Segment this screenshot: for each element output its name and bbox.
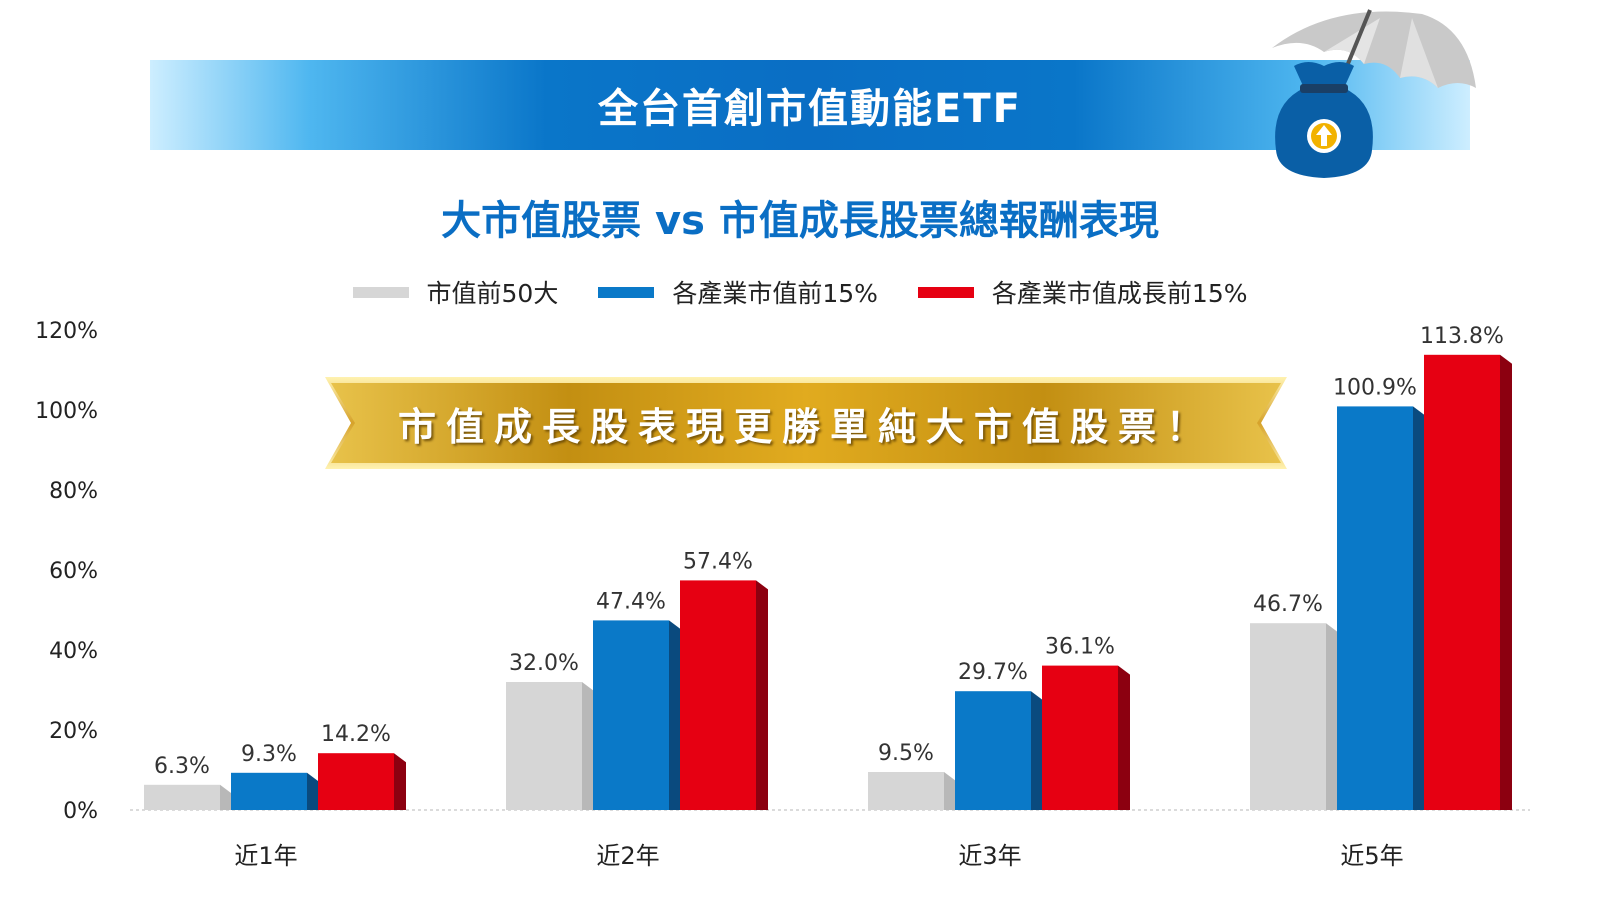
banner-title: 全台首創市值動能ETF <box>598 86 1022 132</box>
legend-label-growth-top15: 各產業市值成長前15% <box>991 279 1248 308</box>
bar <box>680 580 756 810</box>
bar-side <box>1118 665 1130 810</box>
money-bag-umbrella-icon <box>1262 4 1486 192</box>
bar <box>1250 623 1326 810</box>
bar <box>1424 354 1500 810</box>
legend-item-top50: 市值前50大 <box>352 274 559 310</box>
bar-side <box>944 772 956 810</box>
bar-side <box>669 620 681 810</box>
data-label: 9.5% <box>878 741 934 766</box>
legend-item-industry-top15: 各產業市值前15% <box>598 274 878 310</box>
x-tick-label: 近1年 <box>234 842 297 870</box>
bar-side <box>1031 691 1043 810</box>
bar <box>506 682 582 810</box>
legend-item-growth-top15: 各產業市值成長前15% <box>917 274 1248 310</box>
bar <box>144 784 220 810</box>
y-tick-label: 80% <box>49 479 98 504</box>
data-label: 14.2% <box>321 722 391 747</box>
data-label: 29.7% <box>958 660 1028 685</box>
bar-side <box>582 682 594 810</box>
bar <box>868 772 944 810</box>
legend-swatch-top50 <box>352 286 409 298</box>
data-label: 9.3% <box>241 742 297 767</box>
bar-side <box>1413 406 1425 810</box>
legend-label-top50: 市值前50大 <box>426 279 559 308</box>
data-label: 57.4% <box>683 549 753 574</box>
data-label: 46.7% <box>1253 592 1323 617</box>
gold-headline-banner <box>325 377 1287 469</box>
headline-text: 市值成長股表現更勝單純大市值股票！ <box>397 404 1214 449</box>
bar-group <box>144 354 1512 810</box>
bar-side <box>307 772 319 810</box>
data-label: 113.8% <box>1420 324 1504 349</box>
bar <box>955 691 1031 810</box>
legend-swatch-growth-top15 <box>917 286 974 298</box>
y-tick-label: 60% <box>49 559 98 584</box>
bar-side <box>394 753 406 810</box>
chart-legend: 市值前50大 各產業市值前15% 各產業市值成長前15% <box>0 272 1600 312</box>
x-tick-label: 近2年 <box>596 842 659 870</box>
data-label: 36.1% <box>1045 635 1115 660</box>
x-tick-label: 近5年 <box>1340 842 1403 870</box>
bar-side <box>220 784 232 810</box>
y-tick-label: 100% <box>35 399 98 424</box>
x-tick-label: 近3年 <box>958 842 1021 870</box>
bar-side <box>756 580 768 810</box>
y-tick-label: 0% <box>63 799 98 824</box>
bar <box>1042 665 1118 810</box>
data-label: 6.3% <box>154 754 210 779</box>
data-label-group: 6.3% 9.3% 14.2% 32.0% 47.4% 57.4% 9.5% 29.7% 36.… <box>154 324 1504 779</box>
x-axis: 近1年 近2年 近3年 近5年 <box>234 842 1403 870</box>
bar-side <box>1500 354 1512 810</box>
data-label: 100.9% <box>1333 375 1417 400</box>
bar <box>1337 406 1413 810</box>
legend-swatch-industry-top15 <box>598 286 655 298</box>
data-label: 47.4% <box>596 589 666 614</box>
bar <box>318 753 394 810</box>
legend-label-industry-top15: 各產業市值前15% <box>672 279 878 308</box>
bar <box>231 772 307 810</box>
bar <box>593 620 669 810</box>
bar-side <box>1326 623 1338 810</box>
y-tick-label: 40% <box>49 639 98 664</box>
y-axis: 0% 20% 40% 60% 80% 100% 120% <box>35 319 98 824</box>
y-tick-label: 20% <box>49 719 98 744</box>
y-tick-label: 120% <box>35 319 98 344</box>
chart-title: 大市值股票 vs 市值成長股票總報酬表現 <box>441 198 1159 244</box>
data-label: 32.0% <box>509 651 579 676</box>
top-banner: 全台首創市值動能ETF <box>150 60 1470 150</box>
